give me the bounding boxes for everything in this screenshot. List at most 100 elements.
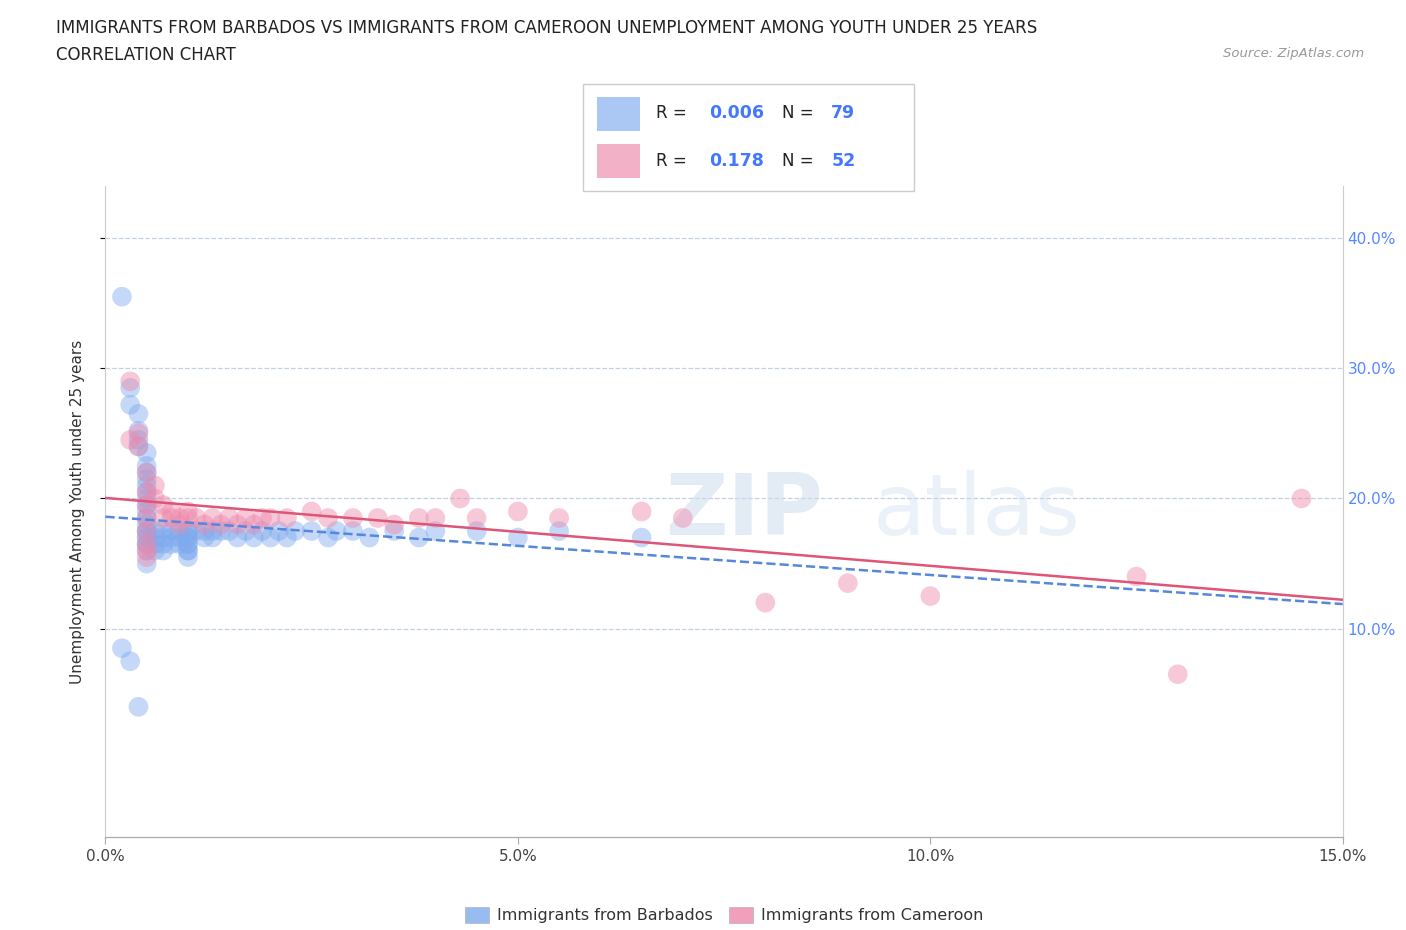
Point	[186, 524, 208, 538]
Point	[120, 380, 142, 395]
Point	[630, 504, 652, 519]
Point	[169, 537, 191, 551]
Point	[127, 426, 149, 441]
Point	[301, 524, 323, 538]
Point	[152, 498, 174, 512]
Point	[135, 524, 157, 538]
Point	[243, 530, 266, 545]
Point	[672, 511, 695, 525]
Point	[218, 524, 240, 538]
Point	[135, 517, 157, 532]
Point	[218, 511, 240, 525]
Point	[160, 511, 183, 525]
Point	[1125, 569, 1147, 584]
Point	[177, 550, 200, 565]
Point	[425, 511, 447, 525]
Point	[243, 517, 266, 532]
Text: CORRELATION CHART: CORRELATION CHART	[56, 46, 236, 64]
Point	[169, 511, 191, 525]
Point	[143, 530, 166, 545]
Point	[120, 654, 142, 669]
Point	[342, 524, 364, 538]
Point	[193, 524, 215, 538]
Point	[120, 374, 142, 389]
Point	[152, 530, 174, 545]
Point	[160, 524, 183, 538]
Point	[135, 556, 157, 571]
Point	[259, 511, 281, 525]
Text: N =: N =	[782, 103, 818, 122]
Point	[143, 543, 166, 558]
Point	[235, 524, 257, 538]
Point	[135, 445, 157, 460]
Point	[135, 465, 157, 480]
Point	[177, 524, 200, 538]
Point	[177, 524, 200, 538]
Point	[169, 530, 191, 545]
Point	[193, 517, 215, 532]
Point	[127, 406, 149, 421]
Point	[250, 524, 273, 538]
Point	[120, 397, 142, 412]
Point	[382, 524, 405, 538]
Point	[177, 543, 200, 558]
Point	[259, 530, 281, 545]
Point	[152, 524, 174, 538]
Point	[127, 432, 149, 447]
Point	[160, 530, 183, 545]
Point	[135, 511, 157, 525]
Point	[127, 423, 149, 438]
Point	[630, 530, 652, 545]
Point	[209, 517, 232, 532]
Text: Source: ZipAtlas.com: Source: ZipAtlas.com	[1223, 46, 1364, 60]
Point	[367, 511, 389, 525]
Text: IMMIGRANTS FROM BARBADOS VS IMMIGRANTS FROM CAMEROON UNEMPLOYMENT AMONG YOUTH UN: IMMIGRANTS FROM BARBADOS VS IMMIGRANTS F…	[56, 19, 1038, 36]
Point	[135, 537, 157, 551]
Point	[284, 524, 307, 538]
Point	[177, 530, 200, 545]
Point	[135, 485, 157, 499]
Point	[506, 530, 529, 545]
Point	[201, 524, 224, 538]
Point	[920, 589, 942, 604]
Point	[127, 439, 149, 454]
Point	[465, 511, 488, 525]
Point	[301, 504, 323, 519]
Point	[201, 530, 224, 545]
Point	[135, 465, 157, 480]
Legend: Immigrants from Barbados, Immigrants from Cameroon: Immigrants from Barbados, Immigrants fro…	[458, 900, 990, 930]
Point	[143, 478, 166, 493]
Text: R =: R =	[657, 103, 692, 122]
Point	[267, 524, 290, 538]
Point	[465, 524, 488, 538]
Point	[177, 530, 200, 545]
Point	[135, 472, 157, 486]
Point	[135, 530, 157, 545]
Point	[152, 543, 174, 558]
Point	[250, 511, 273, 525]
Point	[135, 511, 157, 525]
Point	[408, 530, 430, 545]
Point	[226, 530, 249, 545]
Point	[754, 595, 776, 610]
Point	[548, 524, 571, 538]
Point	[135, 543, 157, 558]
Text: N =: N =	[782, 152, 818, 169]
Point	[177, 504, 200, 519]
Point	[135, 458, 157, 473]
Point	[209, 524, 232, 538]
Point	[276, 530, 298, 545]
Point	[1291, 491, 1313, 506]
Point	[135, 491, 157, 506]
Point	[169, 517, 191, 532]
Point	[152, 511, 174, 525]
Point	[135, 504, 157, 519]
Text: 52: 52	[831, 152, 855, 169]
Point	[135, 550, 157, 565]
Point	[837, 576, 859, 591]
Point	[276, 511, 298, 525]
Text: atlas: atlas	[873, 470, 1081, 553]
Point	[135, 543, 157, 558]
Point	[120, 432, 142, 447]
Point	[135, 485, 157, 499]
